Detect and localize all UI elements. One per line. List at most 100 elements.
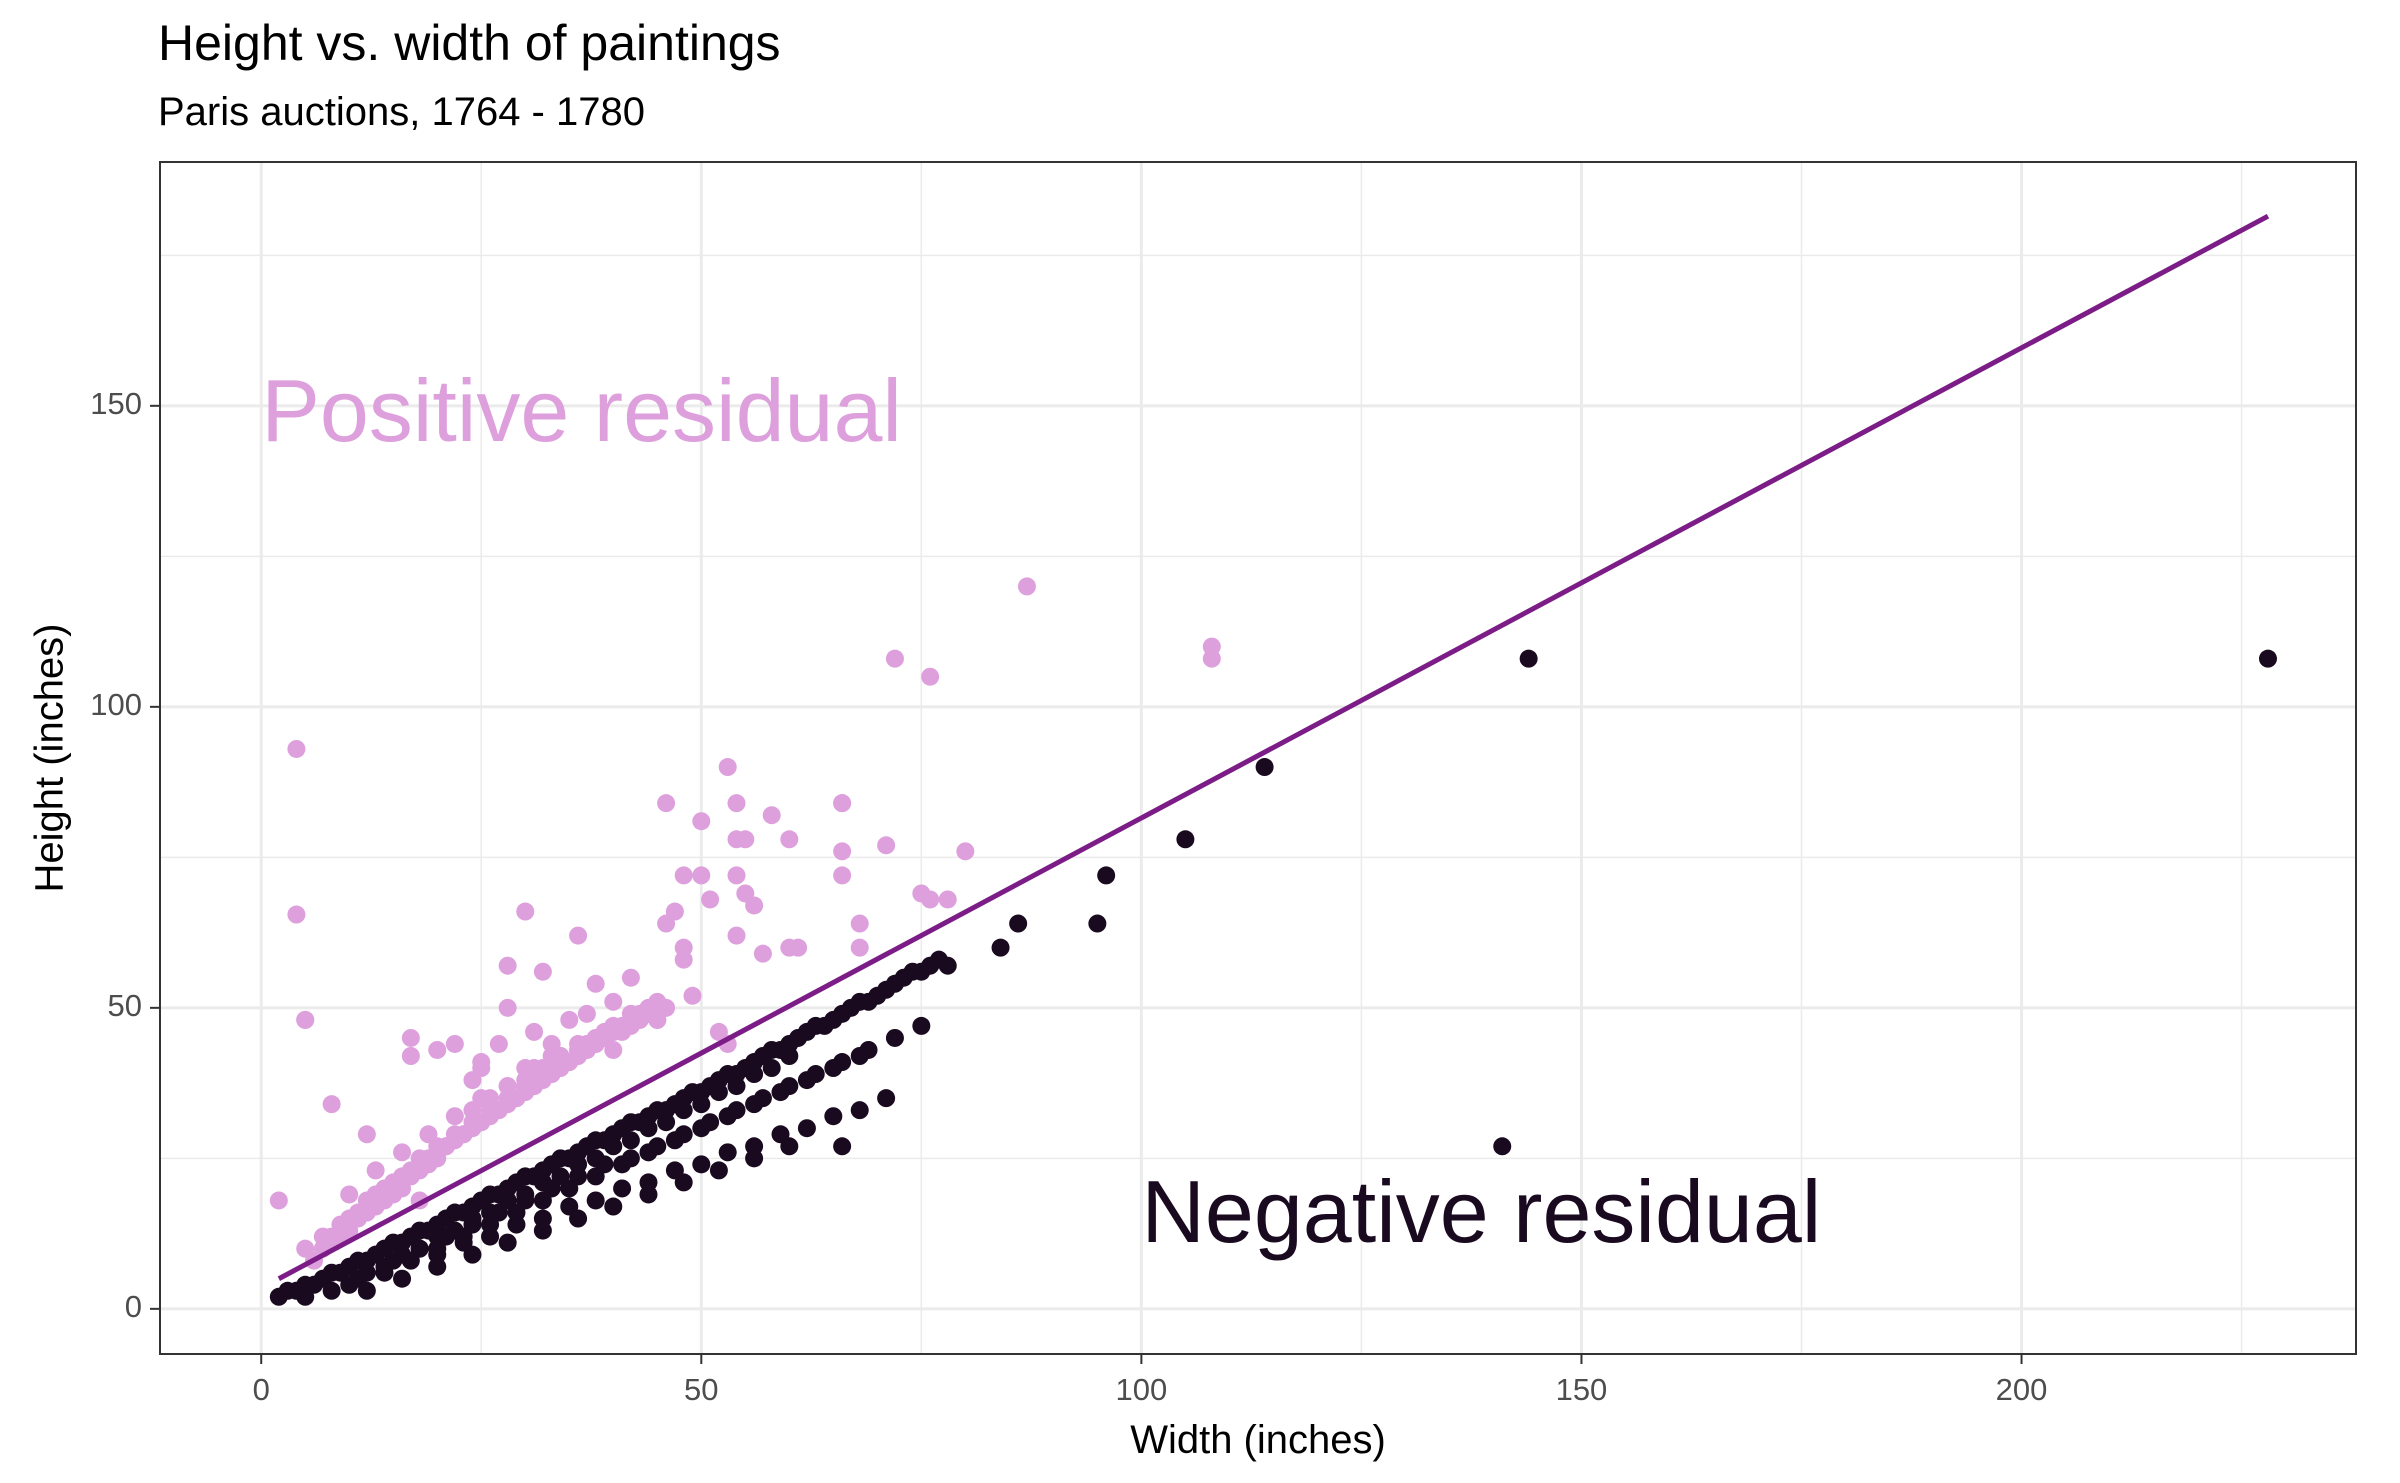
negative-residual-point — [569, 1209, 588, 1228]
positive-residual-point — [789, 938, 808, 957]
negative-residual-point — [296, 1287, 315, 1306]
positive-residual-point — [525, 1022, 544, 1041]
positive-residual-point — [956, 842, 975, 861]
positive-residual-point — [331, 1215, 350, 1234]
positive-residual-point — [850, 914, 869, 933]
minor-gridlines — [160, 162, 2356, 1354]
positive-residual-point — [384, 1173, 403, 1192]
negative-residual-point — [639, 1119, 658, 1138]
negative-residual-point — [797, 1071, 816, 1090]
positive-residual-point — [692, 812, 711, 831]
positive-residual-point — [419, 1125, 438, 1144]
positive-residual-point — [533, 962, 552, 981]
negative-residual-point — [410, 1239, 429, 1258]
negative-residual-label: Negative residual — [1141, 1162, 1821, 1261]
positive-residual-point — [401, 1047, 420, 1065]
positive-residual-point — [665, 902, 684, 921]
negative-residual-point — [674, 1173, 693, 1192]
positive-residual-point — [340, 1185, 359, 1204]
positive-residual-point — [296, 1239, 315, 1258]
negative-residual-point — [771, 1083, 790, 1102]
positive-residual-point — [921, 890, 940, 909]
positive-residual-point — [938, 890, 957, 909]
negative-residual-point — [1255, 758, 1274, 777]
x-tick-label: 0 — [253, 1372, 270, 1407]
positive-residual-point — [604, 992, 623, 1011]
positive-residual-point — [437, 1137, 456, 1156]
positive-residual-point — [736, 830, 755, 849]
positive-residual-point — [674, 866, 693, 885]
positive-residual-point — [1017, 577, 1036, 596]
negative-residual-point — [613, 1155, 632, 1174]
negative-residual-point — [604, 1197, 623, 1216]
negative-residual-point — [1176, 830, 1195, 849]
positive-residual-point — [701, 890, 720, 909]
negative-residual-point — [912, 1016, 931, 1035]
negative-residual-point — [745, 1065, 764, 1084]
positive-residual-point — [401, 1161, 420, 1180]
positive-residual-point — [516, 1059, 535, 1078]
negative-residual-point — [560, 1179, 579, 1198]
negative-residual-point — [885, 1028, 904, 1047]
positive-residual-point — [445, 1034, 464, 1053]
positive-residual-point — [463, 1101, 482, 1120]
positive-residual-point — [674, 950, 693, 969]
negative-residual-point — [833, 1137, 852, 1156]
negative-residual-point — [393, 1269, 412, 1288]
positive-residual-point — [745, 896, 764, 915]
positive-residual-point — [393, 1143, 412, 1162]
major-gridlines — [160, 162, 2356, 1354]
negative-residual-point — [1519, 649, 1538, 668]
negative-residual-point — [357, 1281, 376, 1300]
positive-residual-point — [833, 794, 852, 813]
positive-residual-point — [313, 1227, 332, 1246]
negative-residual-point — [824, 1059, 843, 1078]
positive-residual-point — [727, 926, 746, 945]
negative-residual-point — [674, 1101, 693, 1120]
negative-residual-point — [1009, 914, 1028, 933]
negative-residual-point — [665, 1131, 684, 1150]
negative-residual-point — [533, 1191, 552, 1210]
annotations: Positive residual Negative residual — [261, 361, 1821, 1261]
negative-residual-point — [507, 1203, 526, 1222]
negative-residual-point — [877, 1089, 896, 1108]
negative-residual-point — [692, 1119, 711, 1138]
negative-residual-point — [533, 1221, 552, 1240]
positive-residual-point — [401, 1028, 420, 1047]
chart-title: Height vs. width of paintings — [158, 15, 781, 71]
y-tick-label: 150 — [90, 386, 142, 421]
negative-residual-point — [384, 1251, 403, 1270]
negative-residual-point — [498, 1233, 517, 1252]
positive-residual-point — [498, 956, 517, 975]
negative-residual-point — [780, 1047, 799, 1065]
positive-residual-point — [885, 649, 904, 668]
negative-residual-point — [586, 1167, 605, 1186]
positive-residual-label: Positive residual — [261, 361, 902, 460]
negative-residual-point — [604, 1137, 623, 1156]
positive-residual-point — [833, 842, 852, 861]
positive-residual-point — [692, 866, 711, 885]
positive-residual-point — [366, 1185, 385, 1204]
positive-residual-point — [877, 836, 896, 855]
negative-residual-point — [692, 1095, 711, 1114]
positive-residual-point — [762, 806, 781, 825]
negative-residual-point — [745, 1149, 764, 1168]
positive-residual-point — [454, 1125, 473, 1144]
negative-residual-point — [428, 1239, 447, 1258]
negative-residual-point — [938, 956, 957, 975]
positive-residual-point — [322, 1095, 341, 1114]
positive-residual-point — [621, 968, 640, 987]
negative-residual-point — [797, 1119, 816, 1138]
positive-residual-point — [850, 938, 869, 957]
negative-residual-point — [709, 1161, 728, 1180]
negative-residual-point — [850, 1101, 869, 1120]
negative-residual-point — [692, 1155, 711, 1174]
positive-residual-point — [489, 1034, 508, 1053]
positive-residual-point — [753, 944, 772, 963]
x-tick-label: 50 — [684, 1372, 718, 1407]
positive-residual-point — [516, 902, 535, 921]
y-axis-title: Height (inches) — [28, 623, 72, 892]
positive-residual-point — [472, 1059, 491, 1078]
negative-residual-point — [428, 1257, 447, 1276]
negative-residual-point — [613, 1179, 632, 1198]
